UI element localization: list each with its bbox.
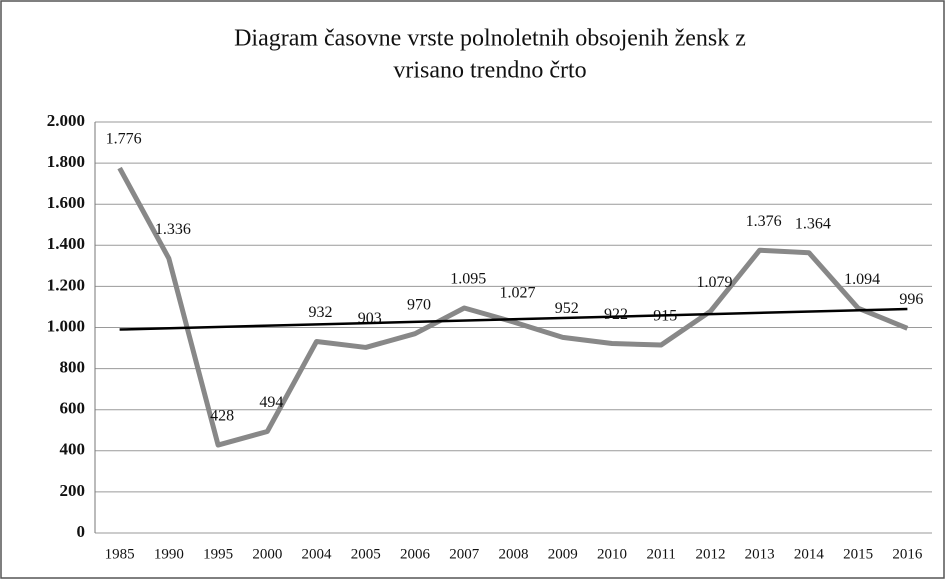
data-label: 1.094 bbox=[844, 271, 880, 288]
x-tick-label: 1995 bbox=[203, 546, 233, 562]
data-label: 428 bbox=[210, 408, 234, 425]
data-label: 1.776 bbox=[106, 131, 142, 148]
x-tick-label: 2008 bbox=[499, 546, 529, 562]
data-label: 970 bbox=[407, 296, 431, 313]
x-tick-label: 2014 bbox=[794, 546, 825, 562]
data-label: 1.079 bbox=[696, 274, 732, 291]
x-tick-label: 2011 bbox=[646, 546, 675, 562]
x-tick-label: 2013 bbox=[745, 546, 775, 562]
data-label: 1.095 bbox=[450, 271, 486, 288]
x-tick-label: 2009 bbox=[548, 546, 578, 562]
data-label: 903 bbox=[358, 310, 382, 327]
data-label: 922 bbox=[604, 306, 628, 323]
data-label: 1.336 bbox=[155, 221, 191, 238]
y-tick-label: 2.000 bbox=[47, 111, 85, 130]
x-tick-label: 1985 bbox=[105, 546, 135, 562]
x-tick-label: 2007 bbox=[449, 546, 480, 562]
x-tick-label: 2000 bbox=[252, 546, 282, 562]
trend-line bbox=[119, 307, 908, 331]
data-label: 1.376 bbox=[746, 213, 782, 230]
x-tick-label: 2004 bbox=[302, 546, 333, 562]
data-label: 932 bbox=[309, 304, 333, 321]
x-tick-label: 2006 bbox=[400, 546, 431, 562]
x-tick-label: 2016 bbox=[892, 546, 923, 562]
data-label: 952 bbox=[555, 300, 579, 317]
x-tick-label: 2012 bbox=[695, 546, 725, 562]
y-tick-label: 1.600 bbox=[47, 193, 85, 212]
y-tick-label: 1.200 bbox=[47, 275, 85, 294]
y-tick-label: 800 bbox=[60, 358, 86, 377]
y-tick-label: 1.000 bbox=[47, 316, 85, 335]
y-tick-label: 0 bbox=[77, 522, 86, 541]
data-label: 1.364 bbox=[795, 215, 831, 232]
chart-title: Diagram časovne vrste polnoletnih obsoje… bbox=[234, 26, 746, 52]
data-label: 494 bbox=[259, 394, 283, 411]
y-tick-label: 400 bbox=[60, 440, 86, 459]
x-tick-label: 2010 bbox=[597, 546, 627, 562]
y-tick-label: 1.800 bbox=[47, 152, 85, 171]
y-tick-label: 200 bbox=[60, 481, 86, 500]
data-label: 1.027 bbox=[500, 285, 536, 302]
x-tick-label: 2005 bbox=[351, 546, 381, 562]
chart-title: vrisano trendno črto bbox=[393, 58, 586, 84]
x-tick-label: 1990 bbox=[154, 546, 184, 562]
y-tick-label: 1.400 bbox=[47, 234, 85, 253]
y-tick-label: 600 bbox=[60, 399, 86, 418]
data-line bbox=[117, 166, 909, 448]
x-tick-label: 2015 bbox=[843, 546, 873, 562]
data-label: 996 bbox=[899, 291, 923, 308]
